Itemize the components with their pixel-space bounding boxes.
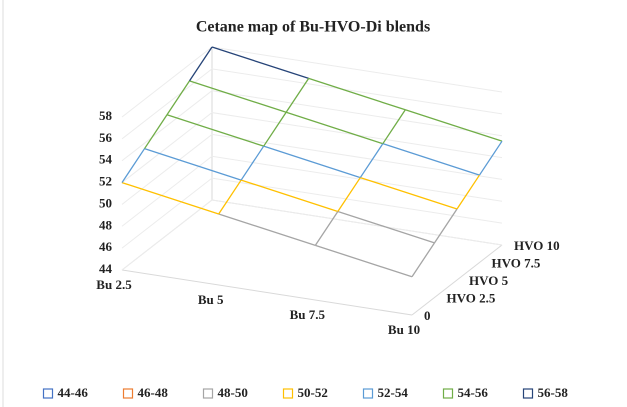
z-tick-label: 54 xyxy=(99,152,113,167)
surface-edge xyxy=(433,208,458,244)
z-tick-label: 52 xyxy=(99,174,112,189)
surface-edge xyxy=(314,211,339,246)
legend-label: 50-52 xyxy=(298,385,328,400)
z-tick-label: 48 xyxy=(99,217,113,232)
z-tick-label: 44 xyxy=(99,261,113,276)
y-tick-label: HVO 5 xyxy=(469,273,509,288)
surface-edge xyxy=(405,109,503,142)
surface-edge xyxy=(382,143,480,176)
x-tick-label: Bu 2.5 xyxy=(96,277,132,292)
grid-line xyxy=(121,133,503,205)
surface-edge xyxy=(166,80,191,116)
surface-edge xyxy=(360,176,458,210)
legend-swatch xyxy=(362,388,374,399)
grid-line xyxy=(121,177,503,249)
legend-swatch xyxy=(42,388,54,399)
surface-edge xyxy=(315,244,413,278)
surface-edge xyxy=(188,46,213,82)
surface-edge xyxy=(478,140,503,176)
legend-label: 44-46 xyxy=(58,385,89,400)
surface-edge xyxy=(337,177,361,212)
grid-line xyxy=(121,199,503,271)
legend-label: 46-48 xyxy=(138,385,169,400)
y-tick-label: HVO 2.5 xyxy=(447,290,496,305)
z-tick-label: 50 xyxy=(99,195,112,210)
legend-label: 48-50 xyxy=(218,385,248,400)
floor-edge xyxy=(411,244,503,316)
chart-title: Cetane map of Bu-HVO-Di blends xyxy=(196,19,430,36)
surface-edge xyxy=(285,111,384,145)
surface-edge xyxy=(240,179,339,213)
surface-edge xyxy=(263,145,361,179)
surface-edge xyxy=(263,111,287,147)
surface-edge xyxy=(337,210,435,244)
surface-edge xyxy=(189,80,287,113)
surface-edge xyxy=(456,174,481,210)
surface-edge xyxy=(308,77,406,111)
surface-edge xyxy=(121,148,146,183)
y-tick-label: HVO 7.5 xyxy=(492,255,541,270)
x-tick-label: Bu 7.5 xyxy=(290,307,326,322)
surface-edge xyxy=(285,78,310,113)
surface-edge xyxy=(143,114,168,150)
legend-label: 54-56 xyxy=(458,385,489,400)
z-tick-label: 46 xyxy=(99,239,113,254)
surface-edge xyxy=(211,46,309,80)
legend-swatch xyxy=(282,388,294,399)
surface-edge xyxy=(382,109,406,145)
surface-edge xyxy=(218,213,316,246)
legend-swatch xyxy=(522,388,534,399)
surface-edge xyxy=(218,179,242,215)
grid-line xyxy=(121,155,503,227)
y-tick-label: 0 xyxy=(424,308,431,323)
x-tick-label: Bu 10 xyxy=(388,322,420,337)
legend-swatch xyxy=(122,388,134,399)
legend-label: 52-54 xyxy=(378,385,409,400)
surface-edge xyxy=(240,145,265,181)
z-tick-label: 56 xyxy=(99,130,113,145)
surface-edge xyxy=(166,114,264,147)
y-tick-label: HVO 10 xyxy=(514,238,560,253)
floor-edge xyxy=(121,269,413,316)
legend-swatch xyxy=(442,388,454,399)
surface-edge xyxy=(359,143,384,178)
surface-edge xyxy=(121,181,219,215)
legend-label: 56-58 xyxy=(538,385,569,400)
surface-edge xyxy=(411,242,436,278)
legend-swatch xyxy=(202,388,214,399)
x-tick-label: Bu 5 xyxy=(198,292,224,307)
z-tick-label: 58 xyxy=(99,108,113,123)
grid-line xyxy=(121,112,503,183)
grid-line xyxy=(121,68,503,140)
surface-edge xyxy=(144,148,242,181)
